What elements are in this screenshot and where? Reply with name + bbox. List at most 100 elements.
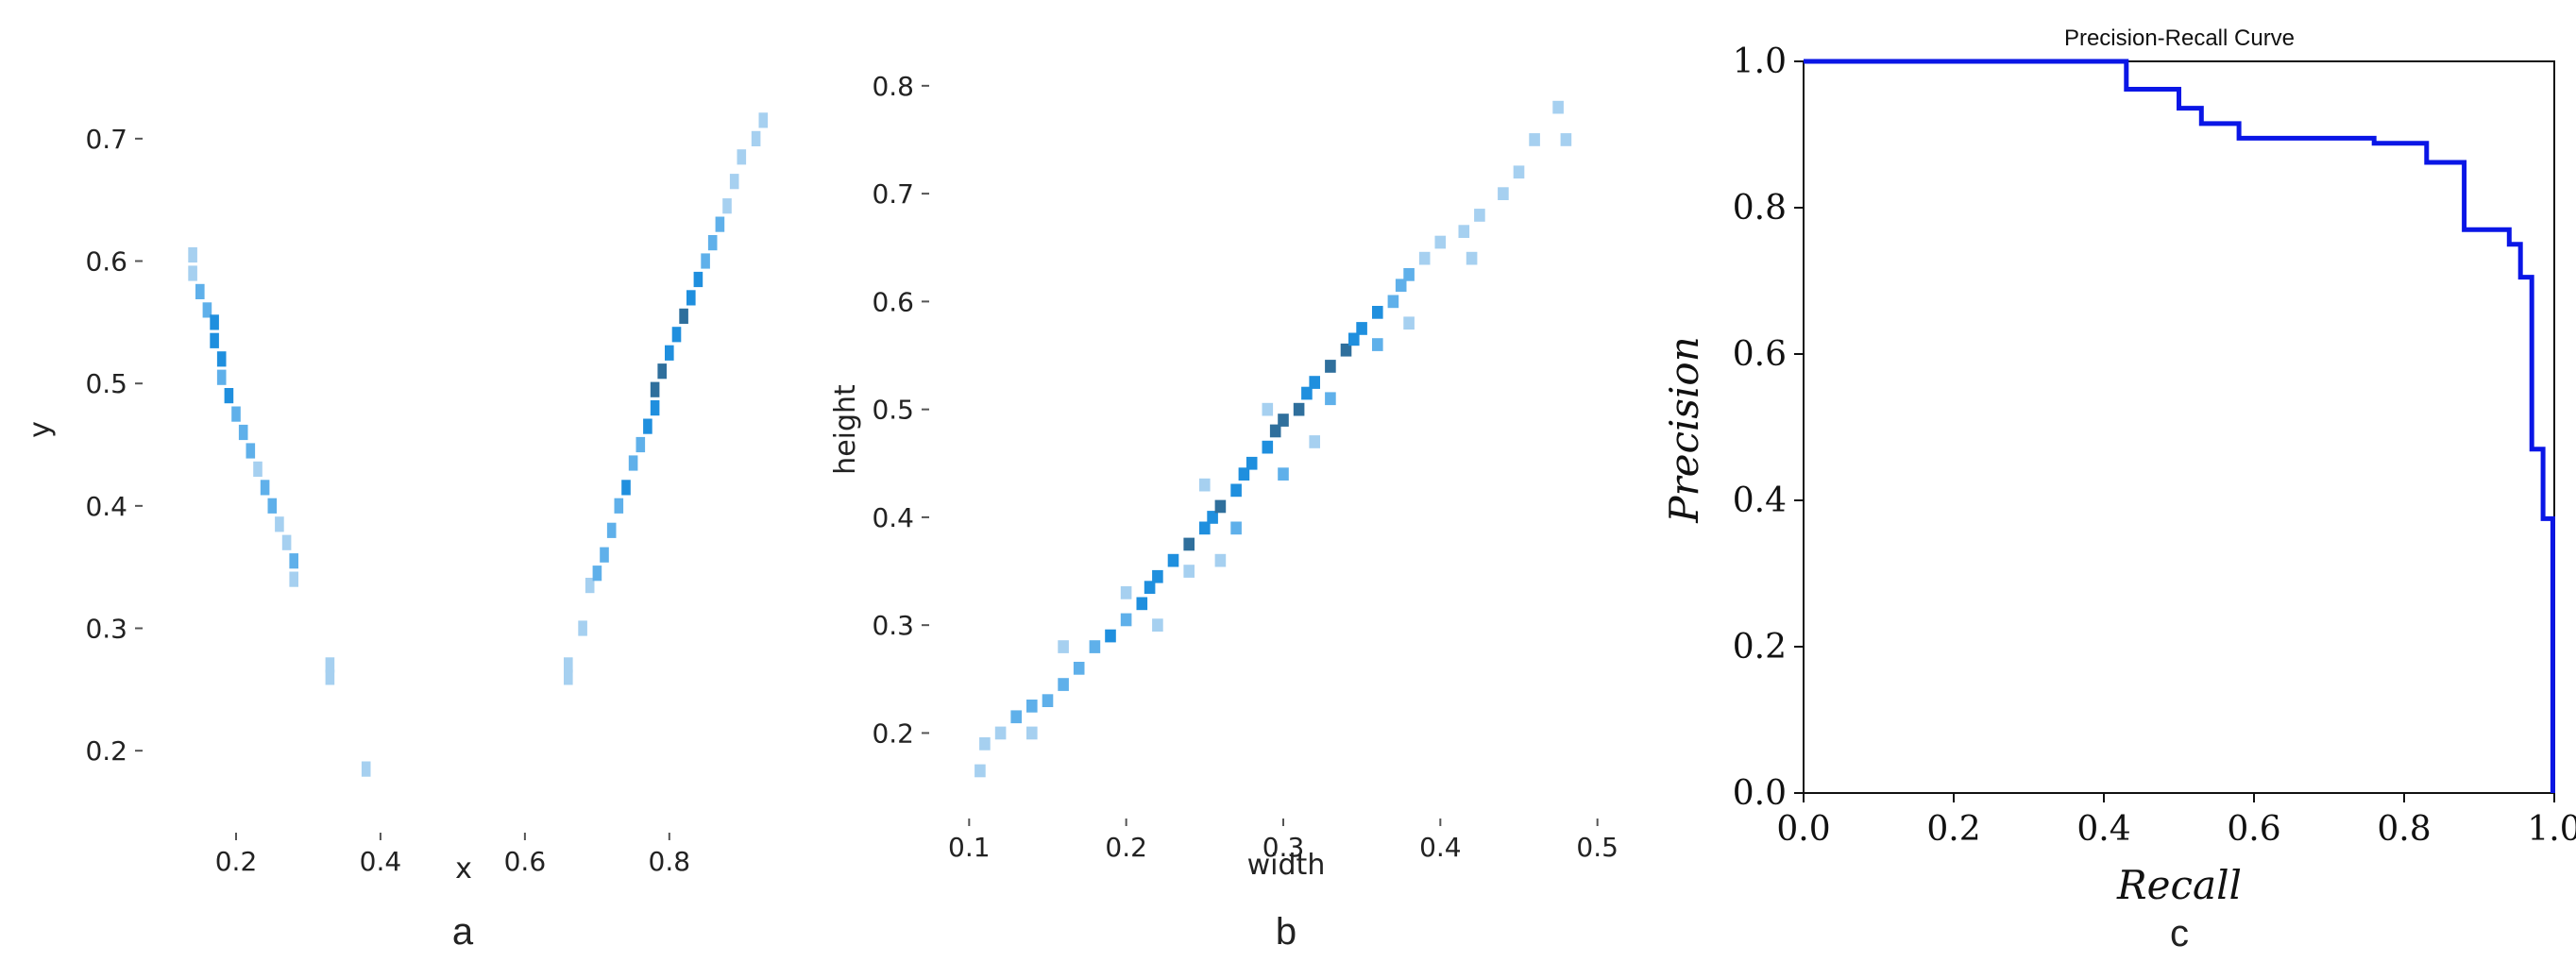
y-tick-label: 0.2 xyxy=(85,735,127,767)
heatmap-cell xyxy=(260,480,270,496)
heatmap-cell xyxy=(1214,499,1227,514)
y-tick-label: 0.4 xyxy=(1733,481,1787,520)
chart-b-y-ticks: 0.2 0.3 0.4 0.5 0.6 0.7 0.8 xyxy=(872,71,929,749)
heatmap-cell xyxy=(267,498,278,514)
heatmap-cell xyxy=(210,332,219,348)
heatmap-cell xyxy=(665,345,674,361)
x-tick-label: 0.3 xyxy=(1263,832,1305,863)
heatmap-cell xyxy=(628,455,638,471)
chart-b-x-ticks: 0.1 0.2 0.3 0.4 0.5 xyxy=(948,819,1618,863)
chart-a-y-ticks: 0.2 0.3 0.4 0.5 0.6 0.7 xyxy=(85,124,143,767)
heatmap-cell xyxy=(715,216,725,232)
x-tick-label: 0.8 xyxy=(649,846,691,877)
heatmap-cell xyxy=(1278,467,1289,481)
chart-c-plot-frame xyxy=(1803,60,2555,794)
heatmap-cell xyxy=(1309,435,1320,448)
heatmap-cell xyxy=(275,516,284,532)
chart-a-cells xyxy=(188,112,769,777)
heatmap-cell xyxy=(1458,225,1470,238)
chart-b-x-axis-label: width xyxy=(1247,849,1326,882)
heatmap-cell xyxy=(701,253,710,269)
heatmap-cell xyxy=(1120,613,1132,627)
heatmap-cell xyxy=(1325,392,1336,406)
heatmap-cell xyxy=(636,436,646,453)
y-tick-label: 0.3 xyxy=(872,610,914,641)
heatmap-cell xyxy=(1010,710,1022,724)
heatmap-cell xyxy=(216,369,227,385)
heatmap-cell xyxy=(289,553,298,569)
heatmap-cell xyxy=(1262,402,1274,416)
heatmap-cell xyxy=(1278,414,1289,427)
heatmap-cell xyxy=(1089,640,1101,653)
heatmap-cell xyxy=(1183,537,1195,551)
x-tick-label: 0.2 xyxy=(215,846,258,877)
heatmap-cell xyxy=(679,308,688,324)
heatmap-cell xyxy=(1058,640,1069,653)
y-tick-label: 0.6 xyxy=(85,246,127,278)
heatmap-cell xyxy=(325,657,335,673)
heatmap-cell xyxy=(1230,483,1242,498)
y-tick-label: 0.8 xyxy=(1733,189,1787,228)
y-tick-label: 0.5 xyxy=(872,395,914,426)
heatmap-cell xyxy=(253,461,263,477)
y-tick-label: 0.2 xyxy=(872,717,914,749)
chart-b-y-axis-label: height xyxy=(829,384,862,475)
heatmap-cell xyxy=(1403,268,1415,281)
heatmap-cell xyxy=(650,381,660,397)
heatmap-cell xyxy=(1301,386,1313,400)
heatmap-cell xyxy=(1372,338,1383,351)
heatmap-cell xyxy=(224,388,234,404)
x-tick-label: 0.4 xyxy=(2076,810,2130,849)
x-tick-label: 0.2 xyxy=(1105,832,1147,863)
x-tick-label: 0.8 xyxy=(2377,810,2431,849)
x-tick-label: 0.2 xyxy=(1926,810,1980,849)
heatmap-cell xyxy=(1513,165,1525,179)
chart-c-title: Precision-Recall Curve xyxy=(2064,25,2295,51)
heatmap-cell xyxy=(1387,295,1399,309)
heatmap-cell xyxy=(1403,316,1415,330)
heatmap-cell xyxy=(1152,569,1163,583)
x-tick-label: 0.6 xyxy=(2227,810,2280,849)
heatmap-cell xyxy=(1269,424,1281,438)
chart-a-panel-label: a xyxy=(452,911,474,953)
heatmap-cell xyxy=(707,235,718,251)
chart-c-series-line xyxy=(1804,59,2555,793)
heatmap-cell xyxy=(231,406,241,422)
heatmap-cell xyxy=(758,112,769,128)
heatmap-cell xyxy=(1144,581,1156,594)
chart-c: 0.0 0.2 0.4 0.6 0.8 1.0 0.0 0.2 0.4 0.6 0.8 1.0 Pr… xyxy=(1661,25,2576,954)
heatmap-cell xyxy=(729,174,739,190)
heatmap-cell xyxy=(246,443,256,459)
heatmap-cell xyxy=(361,761,371,777)
heatmap-cell xyxy=(737,149,747,165)
heatmap-cell xyxy=(202,302,212,318)
heatmap-cell xyxy=(657,363,667,380)
heatmap-cell xyxy=(1418,251,1431,265)
heatmap-cell xyxy=(751,130,761,146)
chart-a-x-ticks: 0.2 0.4 0.6 0.8 xyxy=(215,833,690,877)
y-tick-label: 0.2 xyxy=(1733,628,1787,667)
heatmap-cell xyxy=(1552,100,1564,114)
heatmap-cell xyxy=(195,283,205,299)
y-tick-label: 1.0 xyxy=(1733,42,1787,81)
heatmap-cell xyxy=(1042,694,1054,707)
chart-c-y-axis-label: Precision xyxy=(1661,336,1707,523)
heatmap-cell xyxy=(1466,251,1478,265)
y-tick-label: 0.7 xyxy=(85,124,127,155)
heatmap-cell xyxy=(1325,360,1336,373)
y-tick-label: 0.7 xyxy=(872,178,914,210)
heatmap-cell xyxy=(1120,586,1132,599)
y-tick-label: 0.4 xyxy=(872,502,914,533)
heatmap-cell xyxy=(238,424,248,441)
heatmap-cell xyxy=(1474,209,1485,222)
heatmap-cell xyxy=(564,669,573,685)
heatmap-cell xyxy=(1183,565,1195,578)
heatmap-cell xyxy=(1026,700,1038,713)
heatmap-cell xyxy=(1214,553,1227,567)
chart-c-x-ticks: 0.0 0.2 0.4 0.6 0.8 1.0 xyxy=(1776,793,2576,849)
heatmap-cell xyxy=(1199,521,1211,535)
chart-c-y-ticks: 0.0 0.2 0.4 0.6 0.8 1.0 xyxy=(1733,42,1804,813)
chart-b-cells xyxy=(974,100,1572,778)
heatmap-cell xyxy=(606,522,617,538)
heatmap-cell xyxy=(1238,467,1250,481)
